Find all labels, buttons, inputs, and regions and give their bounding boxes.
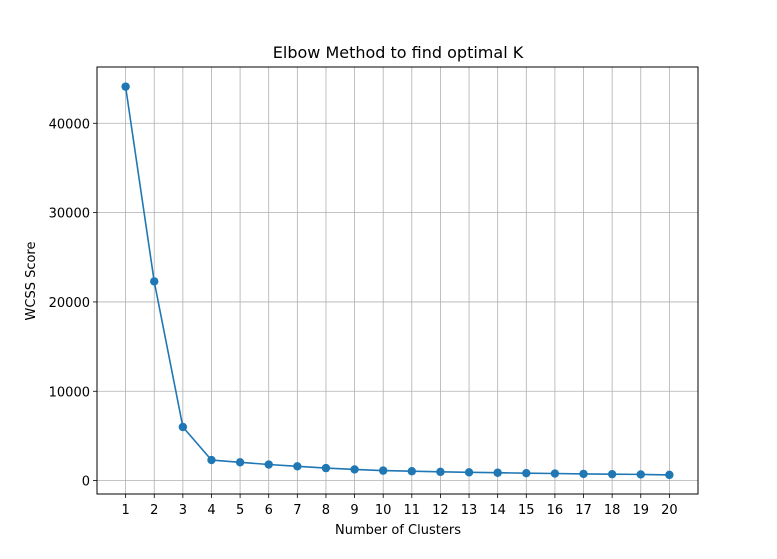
grid [97,67,698,494]
data-point [522,468,531,478]
data-point [407,467,417,476]
data-point [264,460,273,469]
data-point [550,469,560,478]
x-tick-label: 5 [236,503,244,518]
y-axis-label: WCSS Score [24,242,39,321]
x-tick-label: 19 [632,503,649,518]
data-point [579,469,588,479]
x-tick-label: 17 [575,503,592,518]
data-point [235,458,245,467]
x-tick-label: 15 [518,503,535,518]
y-tick-label: 0 [82,475,90,490]
data-point [493,468,502,477]
x-tick-label: 6 [265,503,273,518]
y-tick-label: 20000 [49,296,90,311]
x-tick-label: 2 [150,503,158,518]
x-tick-label: 1 [121,503,129,518]
x-tick-label: 4 [207,503,215,518]
data-point [207,455,216,465]
data-point [436,467,445,477]
data-point [378,466,388,475]
x-axis-label: Number of Clusters [335,523,461,538]
y-tick-label: 40000 [49,117,90,132]
series-wcss [121,82,674,480]
x-tick-label: 7 [293,503,301,518]
data-point [150,277,159,286]
data-point [321,463,331,473]
y-tick-label: 10000 [49,385,90,400]
data-point [121,82,130,91]
x-tick-label: 10 [375,503,392,518]
data-point [293,462,302,471]
data-point [636,470,645,479]
x-tick-label: 8 [322,503,330,518]
chart-title: Elbow Method to find optimal K [273,43,524,62]
data-point [350,465,359,474]
data-point [665,470,674,480]
plot-frame [96,66,699,495]
x-tick-label: 16 [547,503,564,518]
data-point [464,468,474,477]
x-tick-label: 11 [404,503,421,518]
data-point [178,422,188,432]
x-tick-label: 13 [461,503,478,518]
x-tick-label: 18 [604,503,621,518]
axis-ticks: 1 2 3 4 5 6 7 8 9 10 11 12 13 14 15 16 17 18 19 20010000200… [49,117,678,518]
x-tick-label: 12 [432,503,449,518]
series-line [124,86,670,476]
x-tick-label: 3 [179,503,187,518]
x-tick-label: 9 [350,503,358,518]
x-tick-label: 14 [489,503,506,518]
y-tick-label: 30000 [49,207,90,222]
x-tick-label: 20 [661,503,678,518]
data-point [607,469,617,479]
